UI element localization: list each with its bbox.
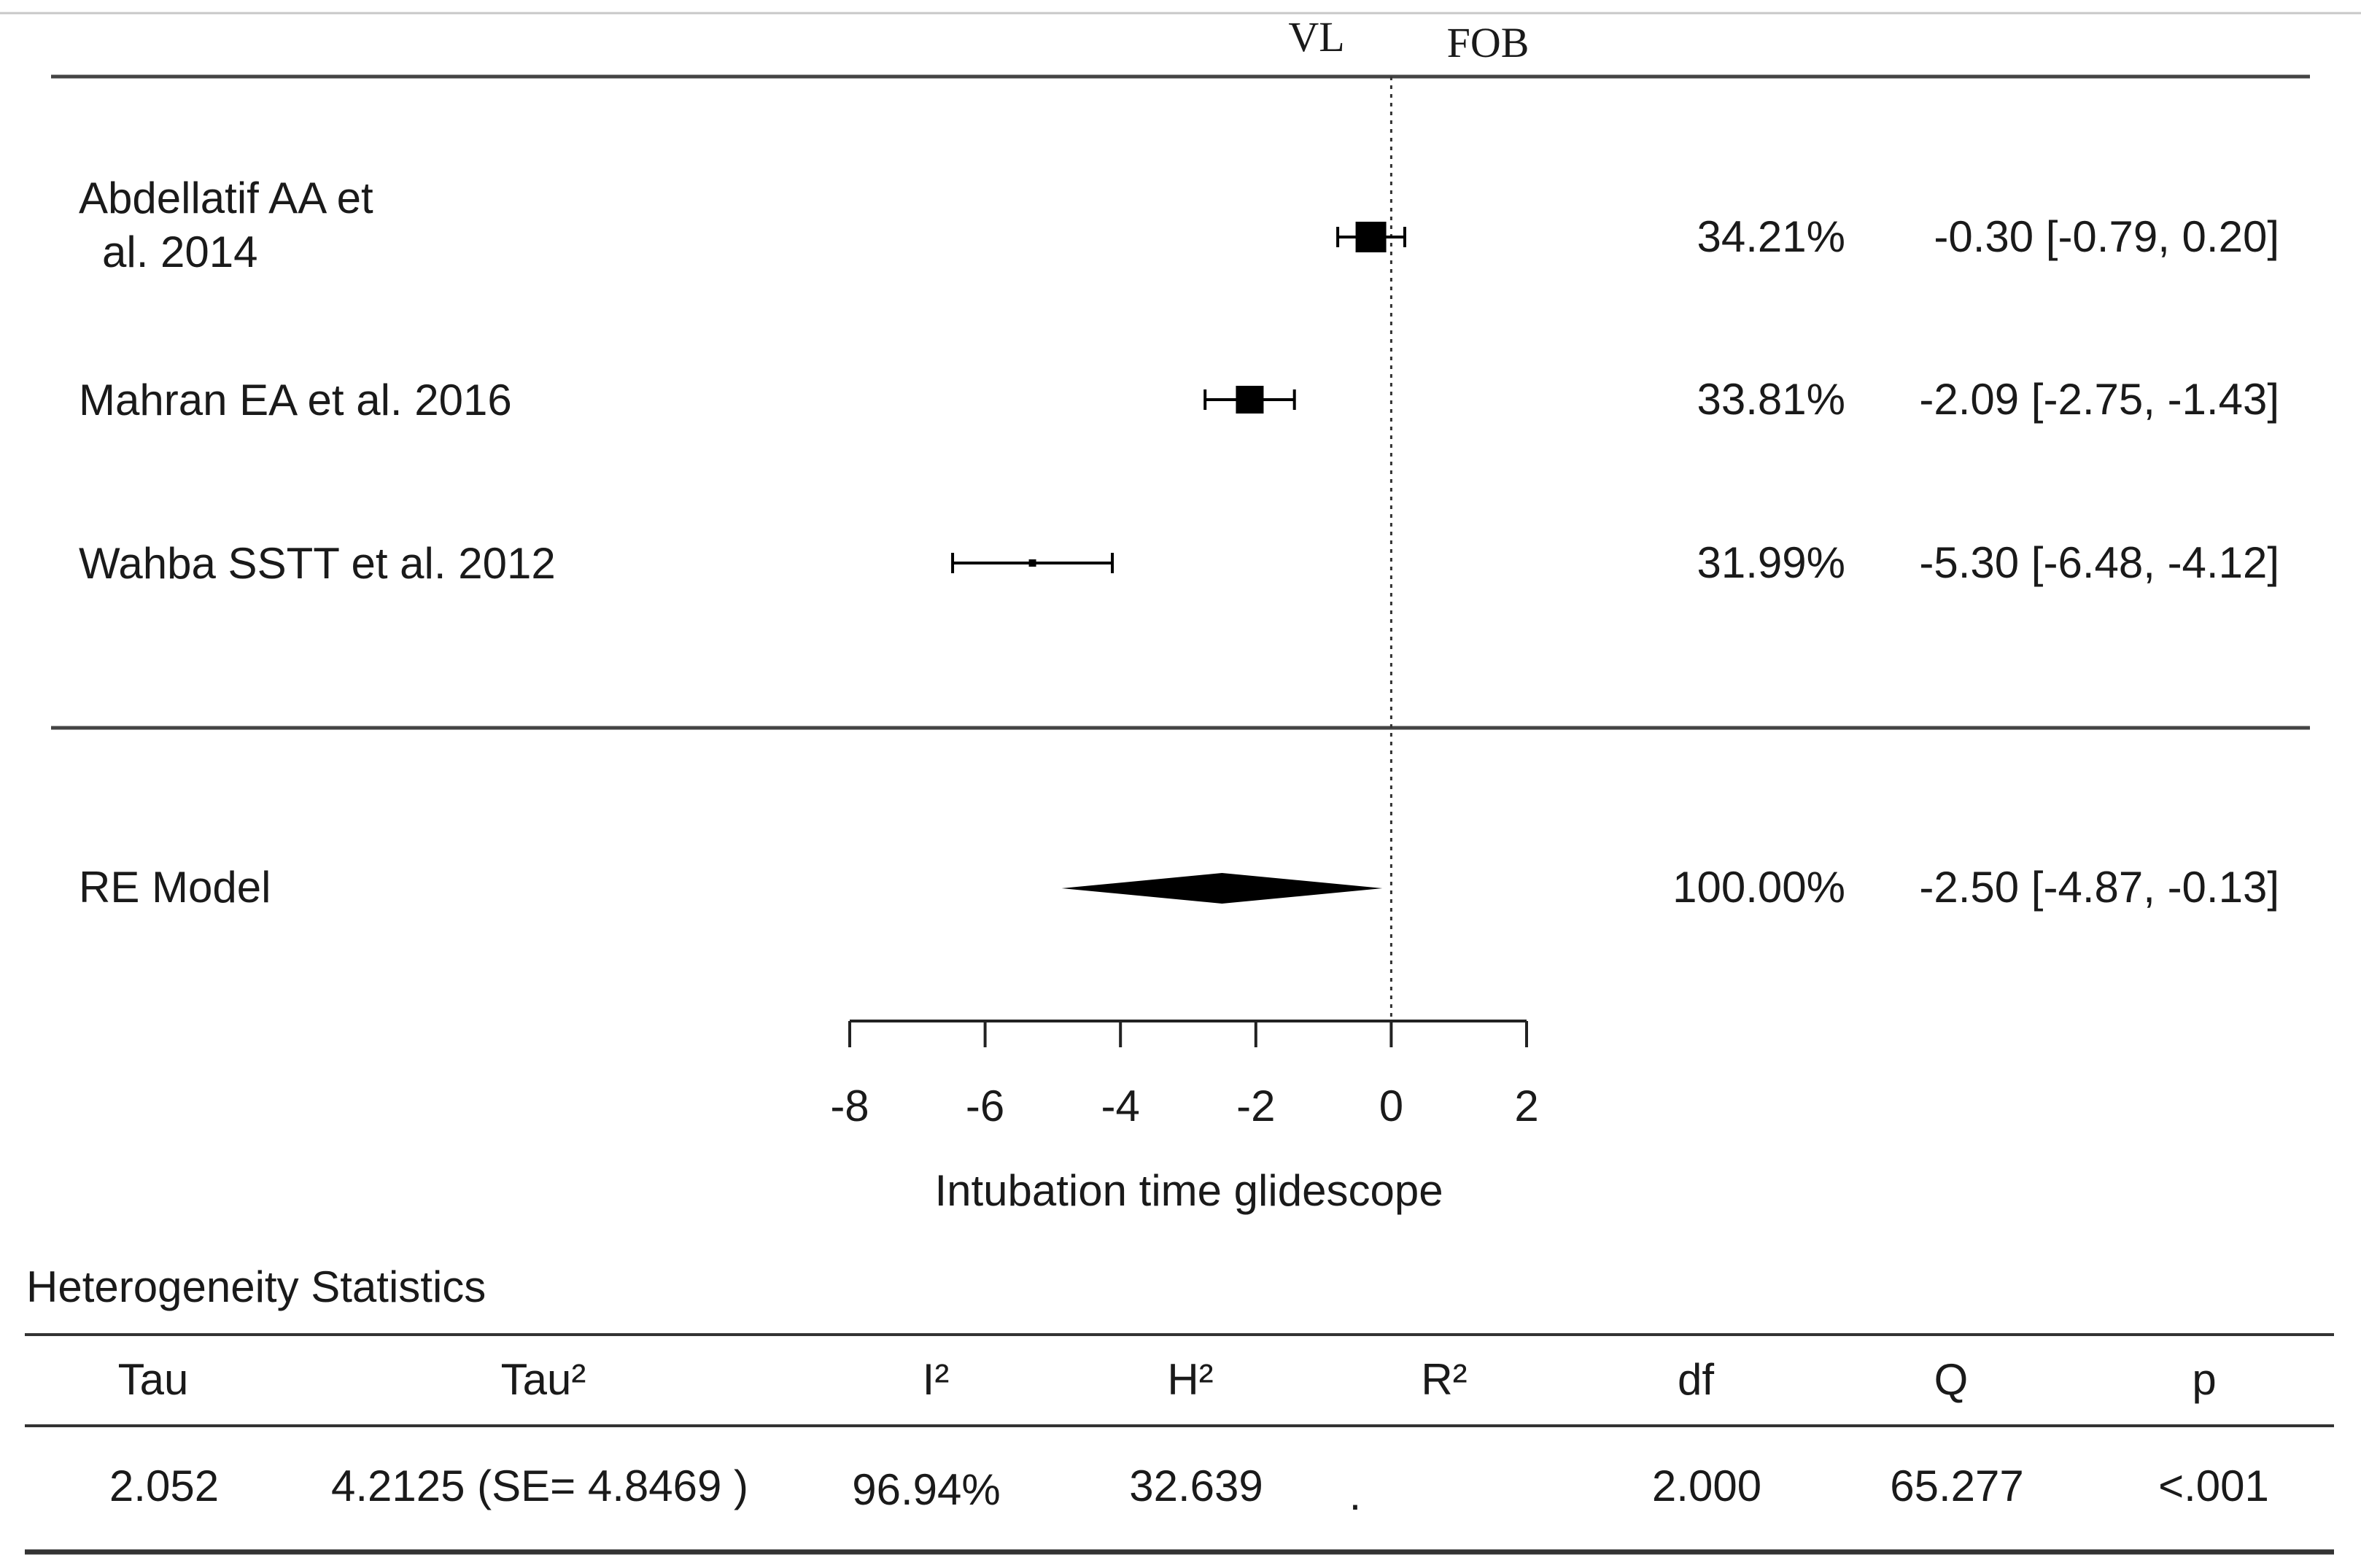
- het-header: I²: [923, 1355, 950, 1404]
- het-value: .: [1349, 1470, 1362, 1519]
- het-header: R²: [1421, 1355, 1467, 1404]
- het-value: 32.639: [1129, 1462, 1263, 1510]
- het-value: 4.2125 (SE= 4.8469 ): [331, 1462, 748, 1510]
- study-row: Mahran EA et al. 2016 33.81% -2.09 [-2.75,…: [79, 375, 2279, 424]
- study-weight: 33.81%: [1697, 375, 1846, 424]
- het-header: df: [1678, 1355, 1714, 1404]
- het-header: H²: [1167, 1355, 1213, 1404]
- het-header: p: [2192, 1355, 2216, 1404]
- heterogeneity-title: Heterogeneity Statistics: [26, 1262, 486, 1311]
- study-ci: -0.30 [-0.79, 0.20]: [1934, 212, 2279, 261]
- study-ci: -2.09 [-2.75, -1.43]: [1919, 375, 2279, 424]
- het-header: Tau: [118, 1355, 189, 1404]
- x-tick-label: 2: [1514, 1082, 1538, 1130]
- point-estimate-box: [1028, 559, 1036, 567]
- study-label: Wahba SSTT et al. 2012: [79, 539, 556, 588]
- het-value: 96.94%: [852, 1465, 1001, 1514]
- het-value: 2.000: [1652, 1462, 1761, 1510]
- study-rows: Abdellatif AA et al. 2014 34.21% -0.30 [-0.…: [79, 174, 2279, 588]
- direction-label-left: VL: [1288, 13, 1344, 61]
- direction-label-right: FOB: [1447, 19, 1530, 66]
- x-tick-label: -8: [830, 1082, 869, 1130]
- summary-label: RE Model: [79, 863, 271, 912]
- het-value: 2.052: [109, 1462, 219, 1510]
- summary-ci: -2.50 [-4.87, -0.13]: [1919, 863, 2279, 912]
- x-tick-label: -4: [1101, 1082, 1140, 1130]
- study-label: al. 2014: [102, 228, 258, 276]
- het-value: 65.277: [1890, 1462, 2024, 1510]
- heterogeneity-section: Heterogeneity Statistics Tau Tau² I² H² …: [25, 1262, 2334, 1555]
- x-axis: -8 -6 -4 -2 0 2: [830, 1020, 1539, 1130]
- summary-diamond: [1061, 873, 1383, 904]
- het-header: Tau²: [501, 1355, 586, 1404]
- het-value: <.001: [2158, 1462, 2269, 1510]
- point-estimate-box: [1355, 222, 1387, 252]
- study-row: Wahba SSTT et al. 2012 31.99% -5.30 [-6.48…: [79, 538, 2279, 588]
- study-ci: -5.30 [-6.48, -4.12]: [1919, 538, 2279, 587]
- x-tick-label: -6: [966, 1082, 1004, 1130]
- summary-row: RE Model 100.00% -2.50 [-4.87, -0.13]: [79, 863, 2279, 912]
- heterogeneity-header-row: Tau Tau² I² H² R² df Q p: [118, 1355, 2217, 1404]
- x-tick-label: 0: [1379, 1082, 1403, 1130]
- x-tick-label: -2: [1236, 1082, 1275, 1130]
- point-estimate-box: [1236, 386, 1264, 414]
- x-axis-label: Intubation time glidescope: [934, 1166, 1443, 1215]
- study-weight: 31.99%: [1697, 538, 1846, 587]
- study-label: Mahran EA et al. 2016: [79, 376, 512, 424]
- study-weight: 34.21%: [1697, 212, 1846, 261]
- heterogeneity-value-row: 2.052 4.2125 (SE= 4.8469 ) 96.94% 32.639…: [109, 1462, 2269, 1519]
- study-row: Abdellatif AA et al. 2014 34.21% -0.30 [-0.…: [79, 174, 2279, 276]
- het-header: Q: [1934, 1355, 1969, 1404]
- summary-weight: 100.00%: [1672, 863, 1845, 912]
- study-label: Abdellatif AA et: [79, 174, 373, 222]
